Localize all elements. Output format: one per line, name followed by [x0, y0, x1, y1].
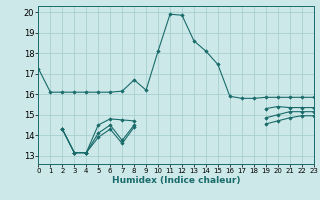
X-axis label: Humidex (Indice chaleur): Humidex (Indice chaleur)	[112, 176, 240, 185]
